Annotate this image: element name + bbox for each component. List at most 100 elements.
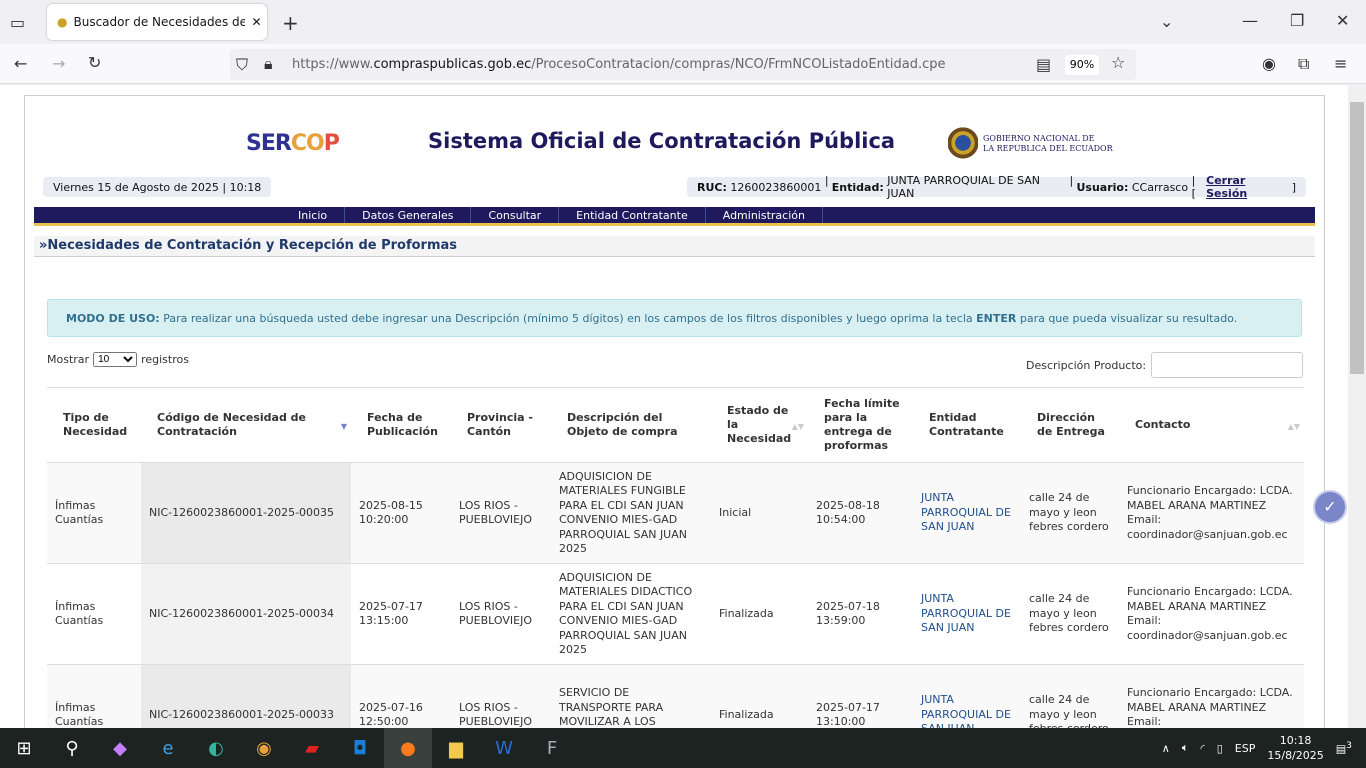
table-cell: Finalizada xyxy=(711,563,808,665)
accessibility-widget-icon[interactable]: ✓ xyxy=(1313,490,1347,524)
ruc-value: 1260023860001 xyxy=(730,180,822,194)
url-path: /ProcesoContratacion/compras/NCO/FrmNCOL… xyxy=(531,57,946,72)
volume-icon[interactable]: 🔈︎ xyxy=(1181,741,1189,754)
column-header[interactable]: Descripción del Objeto de compra xyxy=(551,387,711,463)
menu-datos-generales[interactable]: Datos Generales xyxy=(345,207,472,223)
account-icon[interactable]: ◉ xyxy=(1262,54,1276,73)
scrollbar-thumb[interactable] xyxy=(1350,102,1364,374)
reader-view-icon[interactable]: ▤ xyxy=(1036,55,1052,74)
url-prefix: https://www. xyxy=(292,57,374,72)
column-header[interactable]: Entidad Contratante xyxy=(913,387,1021,463)
menu-entidad-contratante[interactable]: Entidad Contratante xyxy=(559,207,706,223)
chevron-down-icon[interactable]: ⌄ xyxy=(1160,12,1174,31)
table-cell: NIC-1260023860001-2025-00035 xyxy=(141,462,351,564)
word-icon[interactable]: W xyxy=(495,737,513,759)
table-row[interactable]: Ínfimas Cuantías NIC-1260023860001-2025-0… xyxy=(47,462,1304,564)
battery-icon[interactable]: ▯ xyxy=(1216,741,1223,755)
column-header-label: Fecha límite para la entrega de proforma… xyxy=(824,397,900,452)
table-row[interactable]: Ínfimas Cuantías NIC-1260023860001-2025-0… xyxy=(47,563,1304,665)
column-header[interactable]: Fecha límite para la entrega de proforma… xyxy=(808,387,913,463)
column-header[interactable]: Estado de la Necesidad ▲▼ xyxy=(711,387,808,463)
bookmark-star-icon[interactable]: ☆ xyxy=(1111,53,1126,72)
start-icon[interactable]: ⊞ xyxy=(16,737,32,759)
sort-icon[interactable]: ▲▼ xyxy=(791,422,804,431)
restore-icon[interactable]: ❐ xyxy=(1290,11,1305,30)
url-bar[interactable]: https://www. compraspublicas.gob.ec/Proce… xyxy=(230,49,1136,80)
column-header-label: Dirección de Entrega xyxy=(1037,411,1105,438)
table-cell[interactable]: JUNTA PARROQUIAL DE SAN JUAN xyxy=(913,563,1021,665)
lock-icon[interactable]: 🔒︎ xyxy=(264,54,273,73)
table-cell: 2025-07-17 13:15:00 xyxy=(351,563,451,665)
close-tab-icon[interactable]: ✕ xyxy=(251,15,262,29)
chrome-icon[interactable]: ◉ xyxy=(256,737,272,759)
main-menu: Inicio Datos Generales Consultar Entidad… xyxy=(34,207,1315,226)
table-cell: 2025-07-18 13:59:00 xyxy=(808,563,913,665)
app-icon[interactable]: F xyxy=(546,737,558,759)
page-title: »Necesidades de Contratación y Recepción… xyxy=(34,236,1315,257)
column-header[interactable]: Provincia - Cantón xyxy=(451,387,551,463)
search-icon[interactable]: ⚲ xyxy=(65,737,79,759)
search-label: Descripción Producto: xyxy=(1026,358,1147,372)
info-label: MODO DE USO: xyxy=(66,312,160,325)
menu-icon[interactable]: ≡ xyxy=(1334,54,1348,73)
back-icon[interactable]: ← xyxy=(14,54,28,73)
menu-inicio[interactable]: Inicio xyxy=(281,207,346,223)
column-header-label: Contacto xyxy=(1135,418,1191,431)
favicon-icon: ● xyxy=(57,15,68,29)
column-header[interactable]: Dirección de Entrega xyxy=(1021,387,1119,463)
close-window-icon[interactable]: ✕ xyxy=(1336,11,1350,30)
description-search-input[interactable] xyxy=(1151,352,1304,378)
table-cell: 2025-08-18 10:54:00 xyxy=(808,462,913,564)
browser-tab[interactable]: ● Buscador de Necesidades de Co ✕ xyxy=(47,4,267,40)
menu-consultar[interactable]: Consultar xyxy=(471,207,560,223)
acrobat-icon[interactable]: ▰ xyxy=(305,737,319,759)
page-length-control: Mostrar 10 registros xyxy=(47,352,189,367)
logout-link[interactable]: Cerrar Sesión xyxy=(1206,174,1248,200)
table-cell: calle 24 de mayo y leon febres cordero xyxy=(1021,563,1119,665)
table-cell: ADQUISICION DE MATERIALES DIDACTICO PARA… xyxy=(551,563,711,665)
language-indicator[interactable]: ESP xyxy=(1234,741,1256,755)
chevron-up-icon[interactable]: ∧ xyxy=(1161,741,1170,755)
edge-icon[interactable]: ◐ xyxy=(208,737,224,759)
description-filter: Descripción Producto: xyxy=(1026,352,1304,378)
clock[interactable]: 10:18 15/8/2025 xyxy=(1267,734,1324,762)
column-header-label: Entidad Contratante xyxy=(929,411,1004,438)
column-header[interactable]: Fecha de Publicación xyxy=(351,387,451,463)
reload-icon[interactable]: ↻ xyxy=(88,53,102,72)
column-header[interactable]: Tipo de Necesidad xyxy=(47,387,141,463)
file-explorer-icon[interactable]: ▆ xyxy=(449,737,463,759)
usage-info: MODO DE USO: Para realizar una búsqueda … xyxy=(47,299,1302,337)
table-cell: Ínfimas Cuantías xyxy=(47,563,141,665)
column-header-label: Código de Necesidad de Contratación xyxy=(157,411,306,438)
table-cell: calle 24 de mayo y leon febres cordero xyxy=(1021,462,1119,564)
zoom-level[interactable]: 90% xyxy=(1065,55,1099,75)
needs-table: Tipo de Necesidad Código de Necesidad de … xyxy=(47,387,1304,766)
column-header[interactable]: Código de Necesidad de Contratación ▼ xyxy=(141,387,351,463)
forward-icon[interactable]: → xyxy=(52,54,66,73)
wifi-icon[interactable]: ◜ xyxy=(1200,741,1205,755)
copilot-icon[interactable]: ◆ xyxy=(113,737,127,759)
table-cell: Funcionario Encargado: LCDA. MABEL ARANA… xyxy=(1119,462,1304,564)
table-cell[interactable]: JUNTA PARROQUIAL DE SAN JUAN xyxy=(913,462,1021,564)
firefox-icon[interactable]: ● xyxy=(384,728,432,768)
internet-explorer-icon[interactable]: e xyxy=(162,737,174,759)
taskbar: ⊞ ⚲ ◆ e ◐ ◉ ▰ ◘ ● ▆ W F xyxy=(0,728,1366,768)
sort-icon[interactable]: ▼ xyxy=(340,422,347,431)
sort-icon[interactable]: ▲▼ xyxy=(1287,422,1300,431)
info-text-end: para que pueda visualizar su resultado. xyxy=(1016,312,1238,325)
column-header-label: Fecha de Publicación xyxy=(367,411,438,438)
new-tab-icon[interactable]: + xyxy=(282,11,299,35)
menu-administracion[interactable]: Administración xyxy=(706,207,823,223)
minimize-icon[interactable]: — xyxy=(1242,11,1258,30)
show-label: Mostrar xyxy=(47,353,90,366)
tab-list-icon[interactable]: ▭ xyxy=(10,13,26,32)
url-domain: compraspublicas.gob.ec xyxy=(373,57,532,72)
extensions-icon[interactable]: ⧉ xyxy=(1298,54,1310,73)
page-length-select[interactable]: 10 xyxy=(93,352,138,367)
outlook-icon[interactable]: ◘ xyxy=(352,737,368,759)
column-header[interactable]: Contacto ▲▼ xyxy=(1119,387,1304,463)
notifications-icon[interactable]: ▤3 xyxy=(1335,740,1352,756)
column-header-label: Provincia - Cantón xyxy=(467,411,533,438)
shield-icon[interactable]: ⛉ xyxy=(236,55,249,74)
info-key: ENTER xyxy=(976,312,1017,325)
